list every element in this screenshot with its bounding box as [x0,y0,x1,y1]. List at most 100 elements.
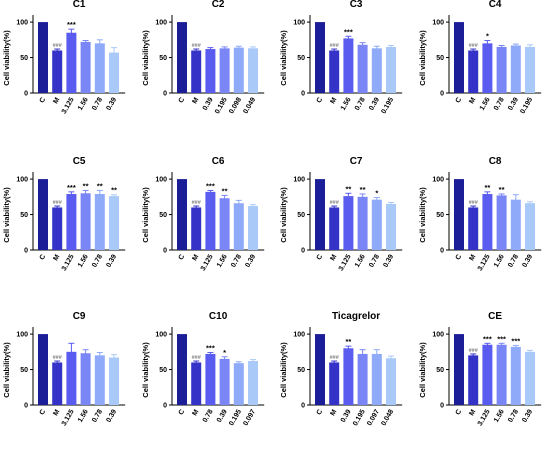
y-axis-label: Cell viability(%) [141,342,150,398]
chart-panel: C3 Cell viability(%) 0 50 100 C ### M *** 1.56 0.7… [279,0,403,115]
significance-label: *** [497,334,506,343]
chart-title: C4 [489,0,502,10]
bar [66,32,77,93]
significance-label: ### [330,355,339,361]
bar [191,207,202,250]
significance-label: ### [469,348,478,354]
x-tick-label: 0.39 [521,408,534,423]
x-tick-label: 3.125 [477,408,492,427]
bar [329,207,340,250]
x-tick-label: 1.56 [354,253,367,268]
bar [248,48,258,93]
y-axis-label: Cell viability(%) [418,30,427,86]
bar [52,50,63,93]
bar [219,48,230,93]
bar [468,50,479,93]
bar [205,49,216,93]
bar [219,358,230,405]
x-tick-label: 0.39 [368,96,381,111]
chart-panel: C8 Cell viability(%) 0 50 100 C ### M ** 3.125 ** 1… [418,156,542,272]
x-tick-label: 0.78 [354,96,367,111]
x-tick-label: 0.048 [380,408,395,427]
x-tick-label: 0.78 [202,408,215,423]
y-tick-label: 0 [301,248,305,255]
significance-label: ### [53,355,62,361]
chart-title: C7 [350,156,363,167]
x-tick-label: 0.39 [382,253,395,268]
x-tick-label: 0.098 [228,96,243,115]
significance-label: ** [83,181,89,190]
bar [52,362,63,405]
bar [386,203,396,250]
x-tick-label: C [39,409,48,417]
bar [248,206,258,250]
x-tick-label: C [178,97,187,105]
bar [357,44,368,93]
bar [109,52,119,93]
significance-label: ** [484,183,490,192]
x-tick-label: 0.097 [366,408,381,427]
chart-panel: Ticagrelor Cell viability(%) 0 50 100 C ### M **… [279,311,403,427]
x-tick-label: 0.39 [244,253,257,268]
bar [177,334,187,405]
significance-label: * [486,32,489,41]
bar [109,196,119,250]
x-tick-label: 0.78 [230,253,243,268]
y-tick-label: 100 [155,20,167,27]
chart-title: C2 [212,0,225,10]
chart-panel: CE Cell viability(%) 0 50 100 C ### M *** 3.125 **… [418,311,542,427]
y-tick-label: 0 [440,403,444,410]
bar [205,353,216,405]
x-tick-label: 1.56 [493,408,506,423]
bar [525,351,535,405]
x-tick-label: M [52,253,61,262]
chart-title: CE [488,311,502,322]
significance-label: ### [330,43,339,49]
bar [496,46,507,93]
bar [525,203,535,250]
bar [357,353,368,405]
significance-label: ### [192,43,201,49]
x-tick-label: M [329,253,338,262]
bar [371,199,382,250]
x-tick-label: 0.39 [521,253,534,268]
significance-label: *** [206,344,215,353]
x-tick-label: 1.56 [77,253,90,268]
significance-label: *** [206,181,215,190]
significance-label: ### [53,43,62,49]
bar [482,43,493,93]
bar [109,357,119,405]
chart-title: C9 [73,311,86,322]
y-tick-label: 100 [432,20,444,27]
x-tick-label: 0.78 [91,96,104,111]
x-tick-label: 1.56 [216,253,229,268]
x-tick-label: C [316,409,325,417]
x-tick-label: 0.78 [493,96,506,111]
significance-label: ** [97,181,103,190]
y-tick-label: 50 [297,55,305,62]
y-tick-label: 50 [297,212,305,219]
x-tick-label: 0.78 [507,253,520,268]
y-tick-label: 50 [297,367,305,374]
x-tick-label: 0.78 [368,253,381,268]
bar [38,334,48,405]
y-axis-label: Cell viability(%) [418,187,427,243]
y-tick-label: 0 [24,248,28,255]
bar [343,348,354,405]
x-tick-label: M [191,96,200,105]
y-tick-label: 0 [440,91,444,98]
x-tick-label: M [468,253,477,262]
y-tick-label: 100 [293,177,305,184]
bar [386,46,396,93]
y-tick-label: 50 [436,55,444,62]
y-axis-label: Cell viability(%) [418,342,427,398]
y-axis-label: Cell viability(%) [141,187,150,243]
x-tick-label: 0.39 [105,253,118,268]
x-tick-label: 0.097 [242,408,257,427]
x-tick-label: M [52,96,61,105]
x-tick-label: C [455,409,464,417]
bar [482,344,493,405]
significance-label: ### [192,200,201,206]
significance-label: ** [222,186,228,195]
bar [80,193,91,250]
